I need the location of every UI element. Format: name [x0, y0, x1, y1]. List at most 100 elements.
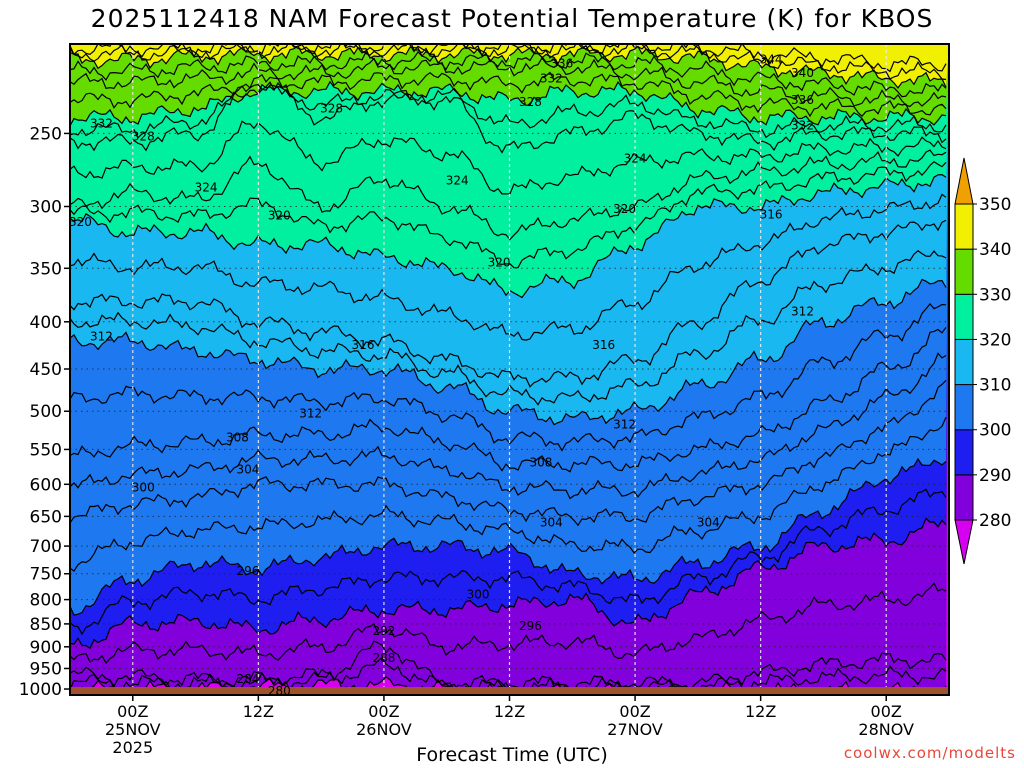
- x-tick-label: 00Z: [871, 702, 902, 721]
- contour-label: 332: [540, 72, 563, 86]
- isentrope-intermediate: [70, 416, 947, 572]
- isentrope-308: [70, 327, 947, 473]
- colorbar-band: [954, 338, 974, 386]
- contour-label: 312: [90, 330, 113, 344]
- contour-label: 328: [132, 130, 155, 144]
- colorbar-label: 330: [979, 285, 1011, 305]
- isentrope-312: [70, 278, 947, 426]
- chart-title: 2025112418 NAM Forecast Potential Temper…: [90, 4, 934, 33]
- x-tick-label: 12Z: [745, 702, 776, 721]
- x-tick-label: 27NOV: [607, 720, 663, 739]
- contour-label: 320: [488, 256, 511, 270]
- colorbar-band: [954, 293, 974, 340]
- contour-label: 304: [697, 516, 720, 530]
- y-tick-label: 750: [30, 565, 62, 585]
- isentrope-324: [70, 149, 947, 241]
- colorbar-label: 310: [979, 376, 1011, 396]
- isentrope-intermediate: [70, 50, 947, 98]
- colorbar-max-arrow: [954, 157, 974, 205]
- y-tick-label: 850: [30, 615, 62, 635]
- isentrope-intermediate: [70, 81, 947, 139]
- surface-ground: [70, 687, 949, 695]
- colorbar-label: 290: [979, 466, 1011, 486]
- colorbar-band: [954, 203, 974, 250]
- contour-label: 336: [791, 93, 814, 107]
- contour-label: 300: [132, 481, 155, 495]
- y-tick-label: 900: [30, 638, 62, 658]
- isentrope-intermediate: [70, 161, 947, 269]
- y-tick-label: 650: [30, 507, 62, 527]
- contour-label: 296: [236, 564, 259, 578]
- isentrope-344: [70, 44, 947, 73]
- y-tick-label: 400: [30, 313, 62, 333]
- x-tick-label: 25NOV: [105, 720, 161, 739]
- isentrope-296: [70, 517, 947, 650]
- colorbar-label: 320: [979, 330, 1011, 350]
- contour-label: 328: [519, 95, 542, 109]
- y-tick-label: 450: [30, 360, 62, 380]
- y-tick-label: 250: [30, 124, 62, 144]
- x-tick-label: 00Z: [619, 702, 650, 721]
- colorbar-label: 340: [979, 240, 1011, 260]
- contour-label: 304: [236, 462, 259, 476]
- contour-label: 312: [613, 418, 636, 432]
- isentrope-320: [70, 173, 947, 299]
- colorbar-min-arrow: [954, 519, 974, 565]
- y-tick-label: 350: [30, 259, 62, 279]
- colorbar-label: 300: [979, 421, 1011, 441]
- contour-label: 328: [320, 102, 343, 116]
- contour-label: 308: [529, 455, 552, 469]
- x-tick-label: 26NOV: [356, 720, 412, 739]
- y-tick-label: 550: [30, 440, 62, 460]
- fill-above-340: [70, 44, 949, 88]
- x-tick-label: 00Z: [117, 702, 148, 721]
- isentrope-intermediate: [70, 120, 947, 195]
- isentrope-intermediate: [70, 352, 947, 500]
- source-credit: coolwx.com/modelts: [843, 744, 1016, 762]
- isentrope-intermediate: [70, 250, 947, 406]
- contour-label: 312: [791, 305, 814, 319]
- contour-label: 296: [519, 619, 542, 633]
- colorbar-band: [954, 474, 974, 521]
- isentrope-lines: [70, 44, 947, 695]
- isentrope-336: [70, 56, 947, 108]
- isentrope-intermediate: [70, 488, 947, 636]
- contour-label: 316: [352, 338, 375, 352]
- colorbar: 280 290 300 310 320 330 340 350: [954, 157, 1011, 565]
- x-axis-label: Forecast Time (UTC): [416, 744, 608, 766]
- contour-label: 344: [760, 53, 783, 67]
- contour-label: 332: [90, 117, 113, 131]
- x-tick-label: 2025: [112, 738, 153, 757]
- contour-label: 324: [446, 173, 469, 187]
- contour-label: 324: [195, 180, 218, 194]
- colorbar-label: 280: [979, 511, 1011, 531]
- colorbar-label: 350: [979, 195, 1011, 215]
- isentrope-328: [70, 84, 947, 154]
- contour-label: 320: [268, 209, 291, 223]
- contour-label: 320: [613, 202, 636, 216]
- x-tick-label: 12Z: [494, 702, 525, 721]
- y-tick-label: 950: [30, 659, 62, 679]
- x-tick-label: 12Z: [243, 702, 274, 721]
- isentrope-intermediate: [70, 44, 947, 81]
- y-tick-label: 700: [30, 537, 62, 557]
- isentrope-300: [70, 457, 947, 616]
- isentrope-intermediate: [70, 71, 947, 118]
- colorbar-band: [954, 248, 974, 295]
- x-tick-label: 28NOV: [858, 720, 914, 739]
- isentrope-intermediate: [70, 302, 947, 452]
- colorbar-band: [954, 384, 974, 431]
- grid-lines: [70, 44, 949, 695]
- contour-label: 304: [540, 516, 563, 530]
- contour-label: 332: [791, 118, 814, 132]
- contour-label: 316: [592, 338, 615, 352]
- contour-label: 284: [236, 672, 259, 686]
- isentrope-intermediate: [70, 582, 947, 665]
- y-tick-label: 500: [30, 402, 62, 422]
- isentrope-316: [70, 219, 947, 388]
- contour-label: 300: [467, 588, 490, 602]
